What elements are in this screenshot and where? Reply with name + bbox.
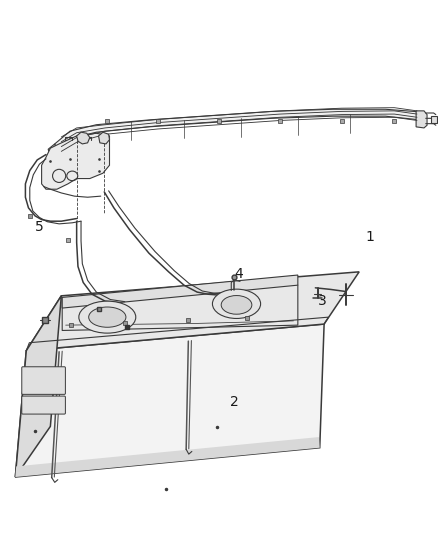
Polygon shape (99, 132, 110, 144)
Text: 3: 3 (318, 294, 326, 308)
Polygon shape (48, 144, 57, 157)
Polygon shape (15, 296, 61, 477)
Text: 5: 5 (35, 220, 44, 233)
Polygon shape (26, 272, 359, 351)
Ellipse shape (79, 301, 136, 333)
Polygon shape (62, 275, 298, 308)
FancyBboxPatch shape (22, 396, 65, 414)
Ellipse shape (212, 289, 261, 318)
Text: 4: 4 (234, 268, 243, 281)
Polygon shape (55, 109, 420, 152)
Ellipse shape (88, 307, 126, 327)
Polygon shape (15, 324, 324, 477)
Polygon shape (431, 116, 437, 123)
Polygon shape (77, 132, 90, 144)
Polygon shape (42, 133, 110, 189)
Polygon shape (15, 437, 320, 477)
FancyBboxPatch shape (22, 367, 65, 394)
Ellipse shape (221, 295, 252, 314)
Text: 2: 2 (230, 395, 239, 409)
Polygon shape (416, 111, 427, 128)
Text: 1: 1 (366, 230, 374, 244)
